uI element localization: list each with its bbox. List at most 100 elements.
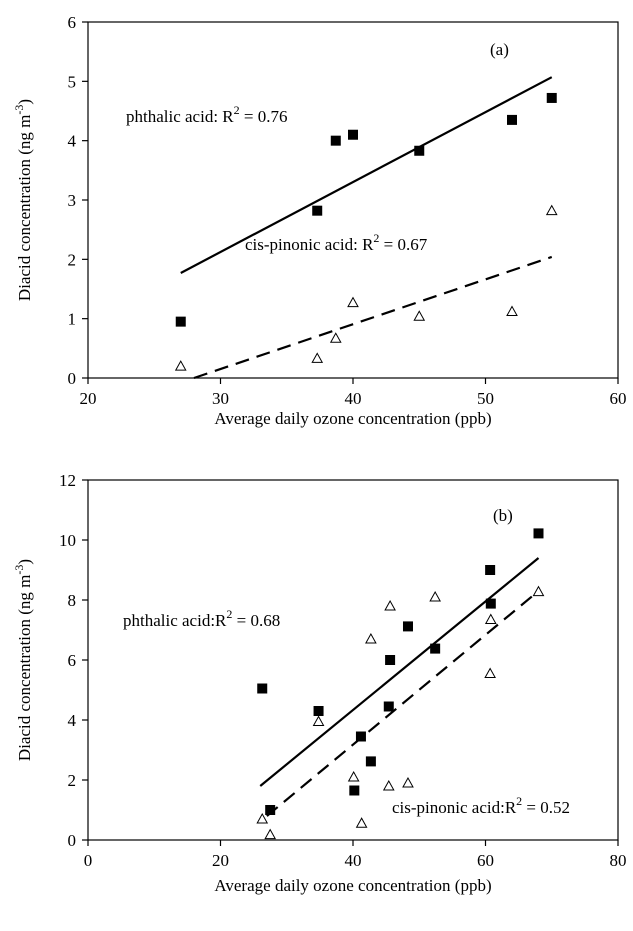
data-point-square [402, 621, 413, 632]
data-point-square [533, 528, 544, 539]
annotation-value: = 0.67 [379, 235, 427, 254]
y-tick-label: 0 [68, 831, 77, 850]
x-tick-label: 50 [477, 389, 494, 408]
y-tick-label: 3 [68, 191, 77, 210]
data-point-square [265, 805, 276, 815]
y-tick-label: 0 [68, 369, 77, 388]
data-point-triangle [384, 599, 396, 611]
x-tick-label: 20 [80, 389, 97, 408]
data-point-square [414, 145, 425, 156]
chart-panel-1: 20 30 40 50 60 0 1 2 3 4 5 6 Average daily ozone con… [12, 13, 627, 428]
data-point-square [348, 129, 358, 140]
data-point-square [507, 114, 517, 125]
annotation-superscript: 2 [516, 794, 522, 808]
series-phthalic-acid: phthalic acid:R2 = 0.68 [123, 528, 544, 815]
data-point-square [312, 205, 323, 216]
data-point-triangle [355, 817, 368, 828]
y-tick-label: 2 [68, 771, 77, 790]
fit-line-cis-pinonic-acid [266, 590, 540, 817]
series-phthalic-acid: phthalic acid: R2 = 0.76 [126, 76, 557, 327]
y-tick-label: 2 [68, 250, 77, 269]
data-point-triangle [329, 332, 342, 343]
series-cis-pinonic-acid: cis-pinonic acid:R2 = 0.52 [256, 585, 570, 840]
y-tick-label: 1 [68, 310, 77, 329]
y-tick-label: 8 [68, 591, 77, 610]
y-axis-label-end: ) [15, 559, 34, 565]
series-annotation: phthalic acid:R2 = 0.68 [123, 607, 280, 630]
data-point-triangle [312, 715, 325, 726]
annotation-prefix: phthalic acid: R [126, 107, 234, 126]
data-point-triangle [532, 585, 545, 597]
data-point-triangle [402, 776, 414, 788]
y-tick-label: 5 [68, 72, 77, 91]
data-point-square [485, 598, 496, 609]
data-point-triangle [506, 305, 518, 317]
data-point-triangle [365, 632, 377, 644]
data-point-triangle [429, 590, 441, 602]
x-tick-label: 60 [477, 851, 494, 870]
data-point-square [430, 643, 441, 654]
data-point-square [546, 92, 557, 103]
annotation-superscript: 2 [226, 607, 232, 621]
data-point-square [485, 565, 496, 575]
x-axis-label: Average daily ozone concentration (ppb) [214, 409, 491, 428]
data-point-triangle [264, 828, 277, 840]
y-axis-label: Diacid concentration (ng m-3) [12, 99, 34, 301]
data-point-square [383, 701, 394, 712]
annotation-prefix: phthalic acid:R [123, 611, 227, 630]
data-point-square [385, 655, 396, 665]
data-point-square [257, 683, 268, 694]
y-tick-label: 4 [68, 132, 77, 151]
y-axis-label-superscript: -3 [12, 565, 26, 575]
data-point-square [355, 731, 366, 742]
annotation-superscript: 2 [373, 231, 379, 245]
data-point-triangle [311, 352, 324, 363]
data-point-square [313, 706, 324, 716]
panel-label: (b) [493, 506, 513, 525]
y-tick-label: 10 [59, 531, 76, 550]
y-axis-label-superscript: -3 [12, 105, 26, 115]
annotation-superscript: 2 [234, 103, 240, 117]
series-annotation: phthalic acid: R2 = 0.76 [126, 103, 287, 126]
x-tick-label: 80 [610, 851, 627, 870]
annotation-prefix: cis-pinonic acid:R [392, 798, 517, 817]
y-axis-label-end: ) [15, 99, 34, 105]
data-point-triangle [413, 310, 426, 321]
series-cis-pinonic-acid: cis-pinonic acid: R2 = 0.67 [174, 204, 558, 380]
fit-line-phthalic-acid [180, 76, 553, 274]
fit-line-phthalic-acid [259, 557, 540, 787]
data-point-triangle [382, 779, 395, 791]
y-tick-label: 4 [68, 711, 77, 730]
data-point-square [175, 316, 186, 327]
data-point-square [365, 756, 376, 767]
series-annotation: cis-pinonic acid:R2 = 0.52 [392, 794, 570, 817]
x-tick-label: 20 [212, 851, 229, 870]
fit-line-cis-pinonic-acid [193, 255, 553, 380]
x-tick-label: 40 [345, 851, 362, 870]
x-tick-label: 60 [610, 389, 627, 408]
annotation-prefix: cis-pinonic acid: R [245, 235, 374, 254]
x-tick-label: 40 [345, 389, 362, 408]
x-tick-label: 30 [212, 389, 229, 408]
annotation-value: = 0.76 [240, 107, 288, 126]
panel-label: (a) [490, 40, 509, 59]
data-point-square [330, 135, 341, 146]
annotation-value: = 0.52 [522, 798, 570, 817]
data-point-triangle [484, 613, 497, 624]
y-axis-label-base: Diacid concentration (ng m [15, 115, 34, 301]
data-point-triangle [484, 667, 496, 678]
data-point-triangle [545, 204, 558, 216]
data-point-triangle [347, 296, 359, 308]
chart-panel-2: 0 20 40 60 80 0 2 4 6 8 10 12 Average daily ozone co… [12, 471, 627, 895]
data-point-triangle [174, 360, 187, 371]
y-tick-label: 6 [68, 13, 77, 32]
series-annotation: cis-pinonic acid: R2 = 0.67 [245, 231, 428, 254]
y-tick-label: 6 [68, 651, 77, 670]
annotation-value: = 0.68 [232, 611, 280, 630]
data-point-triangle [256, 812, 269, 824]
y-tick-label: 12 [59, 471, 76, 490]
x-tick-label: 0 [84, 851, 93, 870]
y-axis-label: Diacid concentration (ng m-3) [12, 559, 34, 761]
